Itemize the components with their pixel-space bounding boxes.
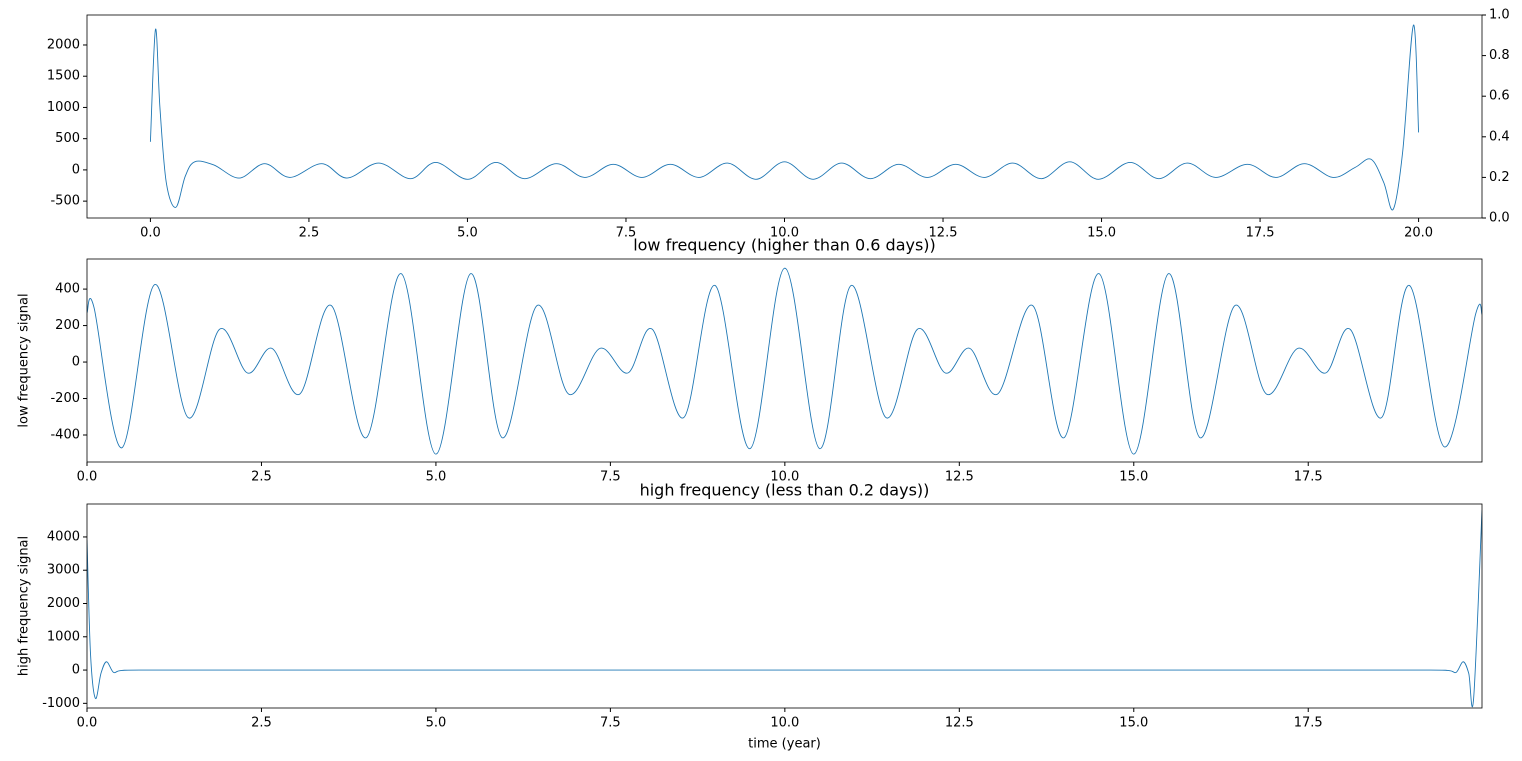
x-tick-label: 10.0 xyxy=(770,226,799,241)
x-tick-label: 12.5 xyxy=(929,226,958,241)
y2-tick-label: 0.8 xyxy=(1489,48,1510,63)
x-tick-label: 5.0 xyxy=(457,226,478,241)
y2-tick-label: 0.6 xyxy=(1489,89,1510,104)
y-tick-label: 1000 xyxy=(47,629,80,644)
y-tick-label: 2000 xyxy=(47,37,80,52)
y2-tick-label: 0.0 xyxy=(1489,211,1510,226)
y-tick-label: -200 xyxy=(50,391,80,406)
y-axis-label: low frequency signal xyxy=(17,293,32,427)
y-tick-label: 2000 xyxy=(47,596,80,611)
x-tick-label: 0.0 xyxy=(77,716,98,731)
chart-title: low frequency (higher than 0.6 days)) xyxy=(633,236,936,255)
y2-tick-label: 1.0 xyxy=(1489,8,1510,23)
x-axis-label: time (year) xyxy=(748,737,821,752)
y-tick-label: 1000 xyxy=(47,100,80,115)
y-tick-label: 0 xyxy=(72,162,80,177)
axes-frame xyxy=(86,258,1483,463)
data-line xyxy=(149,24,1420,211)
chart-title: high frequency (less than 0.2 days)) xyxy=(640,481,930,500)
x-tick-label: 17.5 xyxy=(1294,470,1323,485)
x-tick-label: 2.5 xyxy=(251,716,272,731)
y-axis-label: high frequency signal xyxy=(17,536,32,676)
y-tick-label: 0 xyxy=(72,663,80,678)
y-tick-label: 500 xyxy=(55,131,80,146)
x-tick-label: 20.0 xyxy=(1404,226,1433,241)
y2-tick-label: 0.2 xyxy=(1489,170,1510,185)
data-line xyxy=(87,267,1482,455)
x-tick-label: 10.0 xyxy=(770,470,799,485)
y-tick-label: 0 xyxy=(72,355,80,370)
x-tick-label: 5.0 xyxy=(426,716,447,731)
x-tick-label: 15.0 xyxy=(1119,716,1148,731)
y2-tick-label: 0.4 xyxy=(1489,129,1510,144)
y-tick-label: 1500 xyxy=(47,69,80,84)
x-tick-label: 7.5 xyxy=(616,226,637,241)
x-tick-label: 10.0 xyxy=(770,716,799,731)
x-tick-label: 0.0 xyxy=(77,470,98,485)
x-tick-label: 15.0 xyxy=(1087,226,1116,241)
axes-frame xyxy=(86,503,1483,709)
x-tick-label: 12.5 xyxy=(945,470,974,485)
x-tick-label: 12.5 xyxy=(945,716,974,731)
y-tick-label: 400 xyxy=(55,282,80,297)
x-tick-label: 2.5 xyxy=(251,470,272,485)
y-tick-label: -400 xyxy=(50,428,80,443)
x-tick-label: 0.0 xyxy=(140,226,161,241)
data-line xyxy=(87,510,1482,708)
x-tick-label: 7.5 xyxy=(600,716,621,731)
x-tick-label: 17.5 xyxy=(1246,226,1275,241)
y-tick-label: 4000 xyxy=(47,529,80,544)
y-tick-label: 200 xyxy=(55,318,80,333)
y-tick-label: 3000 xyxy=(47,563,80,578)
x-tick-label: 5.0 xyxy=(426,470,447,485)
x-tick-label: 7.5 xyxy=(600,470,621,485)
x-tick-label: 15.0 xyxy=(1119,470,1148,485)
x-tick-label: 17.5 xyxy=(1294,716,1323,731)
x-tick-label: 2.5 xyxy=(299,226,320,241)
y-tick-label: -500 xyxy=(50,194,80,209)
axes-frame xyxy=(86,14,1483,219)
y-tick-label: -1000 xyxy=(42,696,80,711)
